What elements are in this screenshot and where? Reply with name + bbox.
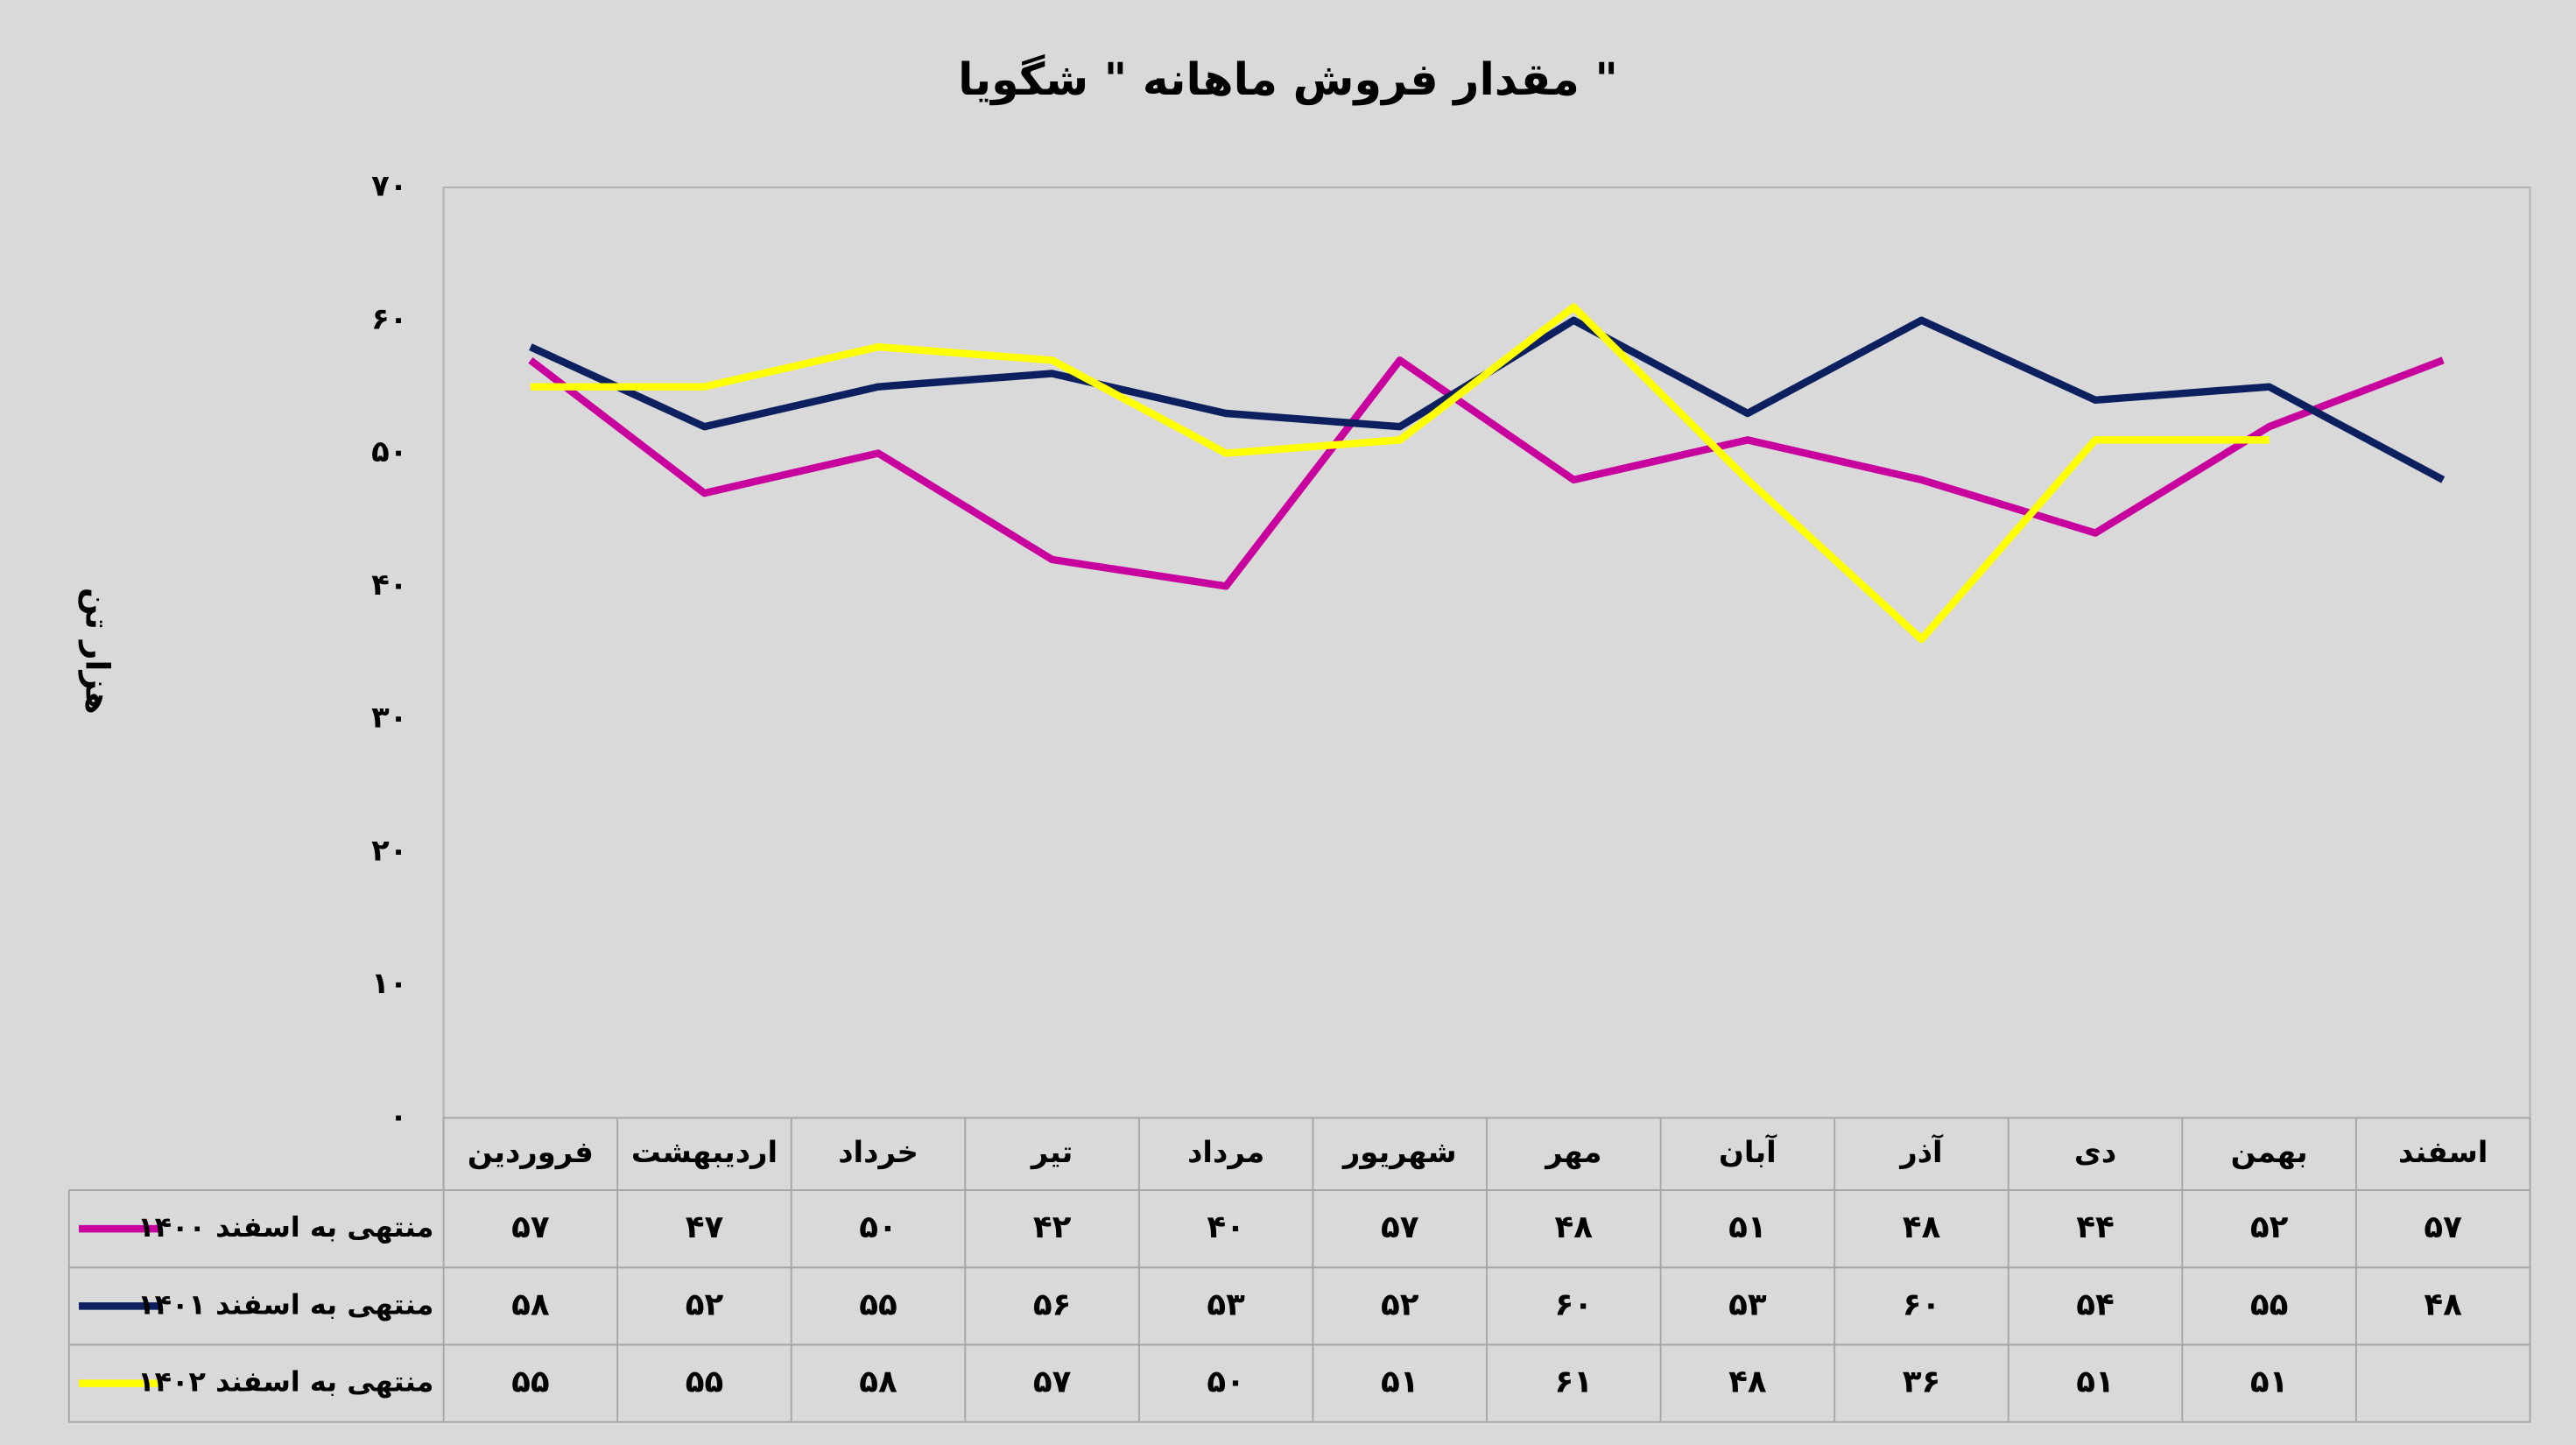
- table-value: ۵۱: [2076, 1364, 2115, 1400]
- table-value: ۴۸: [1903, 1209, 1941, 1245]
- table-value: ۵۷: [1381, 1209, 1419, 1245]
- y-tick-label: ۳۰: [371, 701, 407, 735]
- table-value: ۵۰: [859, 1209, 897, 1245]
- table-value: ۶۱: [1555, 1364, 1594, 1400]
- x-tick-label: شهریور: [1341, 1135, 1457, 1170]
- table-value: ۵۱: [1381, 1364, 1419, 1400]
- x-tick-label: اردیبهشت: [631, 1135, 778, 1170]
- x-tick-label: بهمن: [2231, 1135, 2308, 1170]
- table-value: ۵۲: [1381, 1286, 1419, 1322]
- table-value: ۵۸: [859, 1364, 897, 1400]
- table-value: ۴۸: [2424, 1286, 2462, 1322]
- table-value: ۳۶: [1903, 1364, 1941, 1400]
- table-value: ۵۱: [2250, 1364, 2289, 1400]
- y-tick-label: ۷۰: [371, 168, 407, 202]
- table-value: ۵۲: [686, 1286, 724, 1322]
- x-tick-label: مرداد: [1187, 1135, 1264, 1170]
- table-value: ۵۵: [686, 1364, 724, 1400]
- table-value: ۵۳: [1207, 1286, 1245, 1322]
- x-tick-label: خرداد: [838, 1135, 918, 1170]
- y-tick-label: ۵۰: [371, 434, 407, 469]
- legend-label: منتهی به اسفند ۱۴۰۱: [137, 1287, 433, 1321]
- table-value: ۵۵: [859, 1286, 897, 1322]
- y-tick-label: ۲۰: [371, 833, 407, 867]
- table-value: ۶۰: [1903, 1286, 1941, 1322]
- table-value: ۵۰: [1207, 1364, 1245, 1400]
- table-value: ۴۲: [1033, 1209, 1072, 1245]
- table-value: ۵۷: [1033, 1364, 1072, 1400]
- table-value: ۵۵: [511, 1364, 550, 1400]
- table-value: ۵۱: [1728, 1209, 1767, 1245]
- table-value: ۵۵: [2250, 1286, 2289, 1322]
- table-value: ۵۶: [1033, 1286, 1072, 1322]
- table-value: ۵۲: [2250, 1209, 2289, 1245]
- series-line: [528, 356, 2445, 590]
- x-tick-label: آبان: [1719, 1133, 1777, 1169]
- table-value: ۵۷: [511, 1209, 550, 1245]
- chart-title: مقدار فروش ماهانه " شگویا ": [958, 53, 1618, 106]
- x-tick-label: فروردین: [468, 1135, 594, 1170]
- table-value: ۵۷: [2424, 1209, 2462, 1245]
- x-tick-label: آذر: [1898, 1133, 1944, 1169]
- table-value: ۴۸: [1555, 1209, 1594, 1245]
- y-tick-label: ۰: [390, 1099, 408, 1133]
- table-value: ۴۷: [686, 1209, 724, 1245]
- table-value: ۴۴: [2076, 1209, 2115, 1245]
- table-value: ۵۸: [511, 1286, 550, 1322]
- y-tick-label: ۱۰: [371, 966, 407, 1000]
- table-value: ۵۳: [1728, 1286, 1767, 1322]
- legend-label: منتهی به اسفند ۱۴۰۲: [137, 1365, 433, 1399]
- x-tick-label: مهر: [1544, 1135, 1601, 1170]
- x-tick-label: دی: [2074, 1135, 2116, 1169]
- y-axis-label: هزار تن: [78, 588, 116, 715]
- table-value: ۶۰: [1555, 1286, 1594, 1322]
- y-tick-label: ۶۰: [371, 301, 407, 335]
- y-tick-label: ۴۰: [371, 567, 407, 602]
- table-value: ۴۸: [1728, 1364, 1767, 1400]
- x-tick-label: اسفند: [2398, 1135, 2488, 1169]
- legend-label: منتهی به اسفند ۱۴۰۰: [137, 1210, 433, 1244]
- series-line: [530, 303, 2270, 644]
- x-tick-label: تیر: [1030, 1135, 1073, 1170]
- table-value: ۵۴: [2076, 1286, 2115, 1322]
- table-value: ۴۰: [1207, 1209, 1245, 1245]
- table-row: [67, 1343, 2531, 1423]
